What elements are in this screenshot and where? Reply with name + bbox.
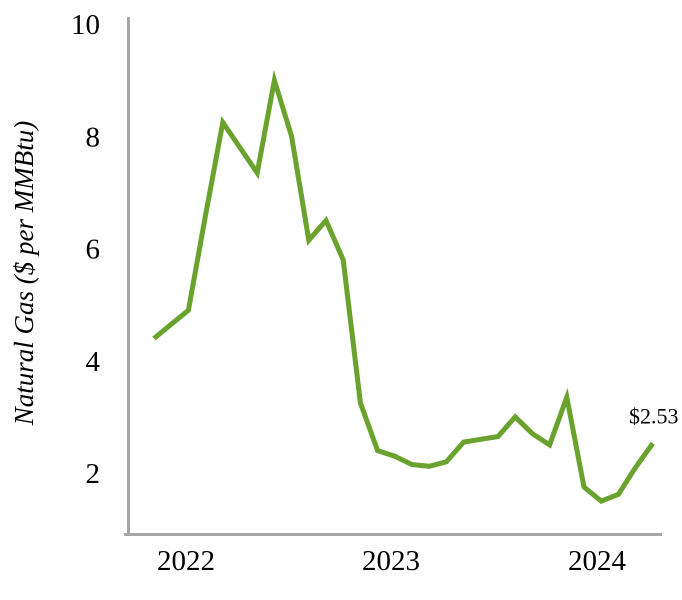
y-axis-title: Natural Gas ($ per MMBtu) — [9, 121, 39, 426]
y-tick-label: 8 — [86, 121, 101, 153]
y-tick-label: 6 — [86, 234, 101, 266]
y-tick-label: 4 — [86, 346, 101, 378]
price-annotation: $2.53 — [629, 403, 679, 428]
x-tick-label-2023: 2023 — [362, 545, 420, 577]
y-tick-label: 10 — [71, 9, 100, 41]
y-tick-label: 2 — [86, 458, 101, 490]
x-tick-label-2024: 2024 — [568, 545, 627, 577]
price-line — [152, 69, 655, 504]
x-tick-label-2022: 2022 — [157, 545, 215, 577]
